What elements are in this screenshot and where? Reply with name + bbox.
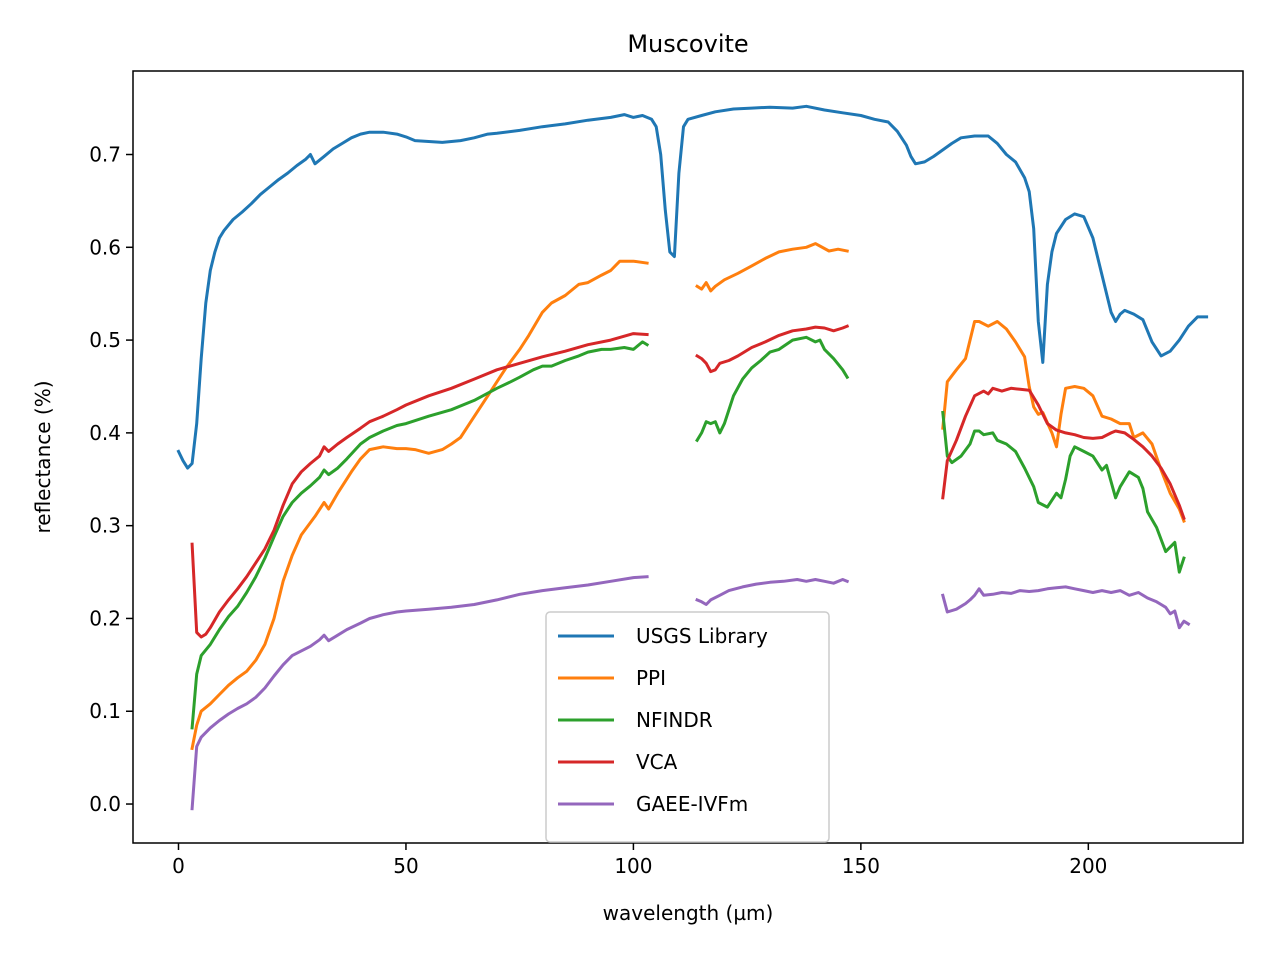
y-tick-label: 0.7 <box>89 143 121 167</box>
chart-title: Muscovite <box>627 30 748 58</box>
y-tick-label: 0.6 <box>89 235 121 259</box>
series-line <box>941 320 1186 523</box>
series-line <box>695 335 850 443</box>
series-line <box>176 104 1209 470</box>
y-tick-label: 0.0 <box>89 792 121 816</box>
series-line <box>695 324 850 374</box>
series-line <box>190 575 649 811</box>
x-tick-label: 100 <box>614 854 652 878</box>
series-line <box>190 259 649 751</box>
series-vca <box>190 324 1186 639</box>
series-layer <box>176 104 1209 811</box>
plot-frame <box>132 70 1244 844</box>
legend-label: NFINDR <box>636 708 713 732</box>
legend-label: USGS Library <box>636 624 768 648</box>
legend: USGS Library PPI NFINDR VCA GAEE-IVFm <box>545 611 830 843</box>
y-tick-label: 0.4 <box>89 421 121 445</box>
series-line <box>190 332 649 639</box>
y-axis-label: reflectance (%) <box>31 380 55 533</box>
legend-label: VCA <box>636 750 678 774</box>
legend-box <box>545 611 830 843</box>
series-nfindr <box>190 335 1186 730</box>
series-line <box>695 578 850 606</box>
series-line <box>940 585 1191 630</box>
series-gaee-ivfm <box>190 575 1191 811</box>
y-tick-label: 0.5 <box>89 328 121 352</box>
legend-label: GAEE-IVFm <box>636 792 748 816</box>
x-axis-label: wavelength (µm) <box>603 901 774 925</box>
x-tick-label: 150 <box>842 854 880 878</box>
series-ppi <box>190 242 1186 751</box>
series-line <box>941 386 1186 521</box>
x-tick-label: 0 <box>172 854 185 878</box>
y-tick-label: 0.1 <box>89 699 121 723</box>
series-usgs-library <box>176 104 1209 470</box>
x-tick-label: 200 <box>1069 854 1107 878</box>
y-axis: 0.0 0.1 0.2 0.3 0.4 0.5 0.6 0.7 <box>89 143 133 816</box>
series-line <box>695 242 849 293</box>
x-tick-label: 50 <box>393 854 418 878</box>
y-tick-label: 0.2 <box>89 606 121 630</box>
y-tick-label: 0.3 <box>89 514 121 538</box>
legend-label: PPI <box>636 666 666 690</box>
series-line <box>941 410 1186 574</box>
series-line <box>190 340 650 730</box>
x-axis: 0 50 100 150 200 <box>172 843 1107 878</box>
